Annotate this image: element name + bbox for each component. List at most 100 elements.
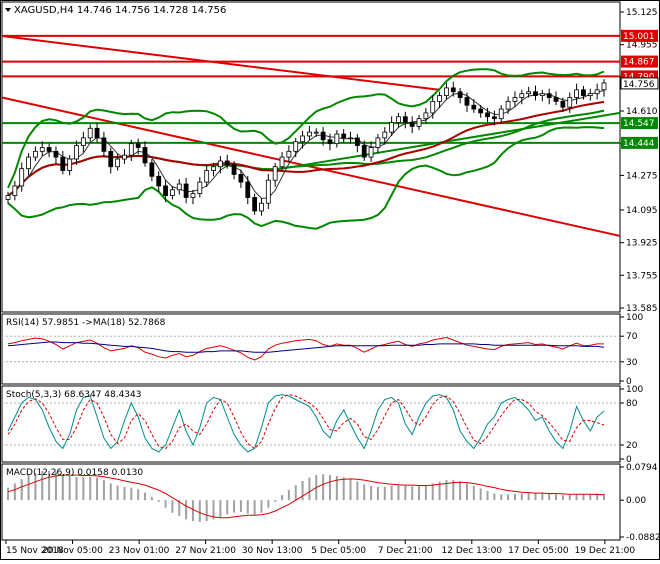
sub-tick-label: 70 [626,332,638,342]
candle-body [245,181,251,198]
price-tick-label: 13.585 [626,304,658,314]
candle-body [252,197,258,212]
candle-body [5,195,11,200]
time-tick-label: 17 Dec 05:00 [508,546,569,556]
sub-tick-label: 20 [626,441,638,451]
sub-tick-label: 30 [626,358,638,368]
candle-body [265,179,271,204]
candle-body [560,100,566,108]
candle-body [430,100,436,114]
current-price-tag [620,77,659,90]
candle-body [33,150,38,158]
level-label: 14.867 [623,58,655,68]
price-tick-label: 14.275 [626,171,658,181]
candle-body [307,131,312,137]
level-label: 14.790 [623,72,655,82]
candle-body [396,116,401,123]
time-tick-label: 5 Dec 05:00 [311,546,366,556]
ma-short-line [7,90,605,199]
candle-body [581,89,586,97]
candle-body [231,164,237,175]
current-price-label: 14.756 [623,80,655,90]
candle-body [519,93,525,98]
candle-body [149,162,155,177]
bollinger-upper [7,68,605,189]
level-label: 14.547 [623,119,655,129]
candle-body [19,168,25,187]
candle-body [12,185,18,196]
level-label: 14.444 [623,139,655,149]
pane-frame-1 [1,313,621,385]
candle-body [211,166,216,171]
candle-body [80,137,86,146]
candle-body [293,141,299,152]
candle-body [115,158,121,168]
candle-body [313,131,319,134]
candle-body [361,145,367,158]
candle-body [87,127,93,139]
candle-body [539,93,545,97]
candle-body [423,112,429,120]
macd-header: MACD(12,26,9) 0.0158 0.0130 [6,468,143,478]
rsi-ma-line [7,341,605,353]
price-tick-label: 14.955 [626,41,658,51]
candle-body [485,112,490,118]
sub-tick-label: 100 [626,385,643,395]
rsi-header: RSI(14) 57.9851 ->MA(18) 52.7868 [6,318,166,328]
candle-body [491,116,497,120]
sub-tick-label: 100 [626,313,643,323]
level-tag [621,55,658,68]
macd-tick-label: 0.0794 [626,463,658,473]
time-tick-label: 20 Nov 05:00 [42,546,103,556]
candle-body [238,174,244,183]
candle-body [402,116,408,123]
candle-body [471,104,477,110]
lower-trendline [1,96,621,237]
candle-body [382,131,388,139]
upper-trendline [1,35,441,91]
candle-body [533,91,538,97]
level-tag [621,29,658,42]
candle-body [546,93,552,98]
stoch-d-line [7,394,605,450]
candle-body [464,97,470,106]
time-tick-label: 30 Nov 13:00 [242,546,303,556]
time-tick-label: 12 Dec 13:00 [442,546,503,556]
sub-tick-label: 0 [626,455,632,465]
candle-body [39,147,45,152]
sub-tick-label: 80 [626,399,638,409]
time-tick-label: 7 Dec 21:00 [378,546,433,556]
candle-body [457,91,463,98]
candle-body [553,97,559,102]
candle-body [108,150,114,168]
main-chart-header: XAGUSD,H4 14.746 14.756 14.728 14.756 [14,5,226,16]
candle-body [409,122,415,127]
candle-body [176,183,182,191]
candle-body [478,108,484,114]
candle-body [217,160,223,168]
stoch-header: Stoch(5,3,3) 68.6347 48.4343 [6,390,141,400]
candle-body [450,87,456,93]
candle-body [375,137,381,148]
candle-body [348,137,353,140]
time-tick-label: 15 Nov 2018 [6,546,64,556]
level-label: 15.001 [623,32,655,42]
time-tick-label: 19 Dec 21:00 [575,546,636,556]
candle-body [67,158,73,171]
macd-tick-label: 0.00 [626,496,646,506]
candle-body [122,154,127,160]
candle-body [101,137,107,152]
time-tick-label: 27 Nov 21:00 [175,546,236,556]
bollinger-lower [7,126,605,230]
candle-body [320,131,326,141]
candle-body [498,108,504,120]
candle-body [444,87,449,97]
candle-body [135,143,141,148]
macd-signal-line [7,474,605,519]
candle-body [354,137,360,146]
candle-body [279,156,285,168]
level-tag [621,136,658,149]
candle-body [505,100,511,110]
candle-body [156,175,162,187]
price-tick-label: 13.925 [626,239,658,249]
